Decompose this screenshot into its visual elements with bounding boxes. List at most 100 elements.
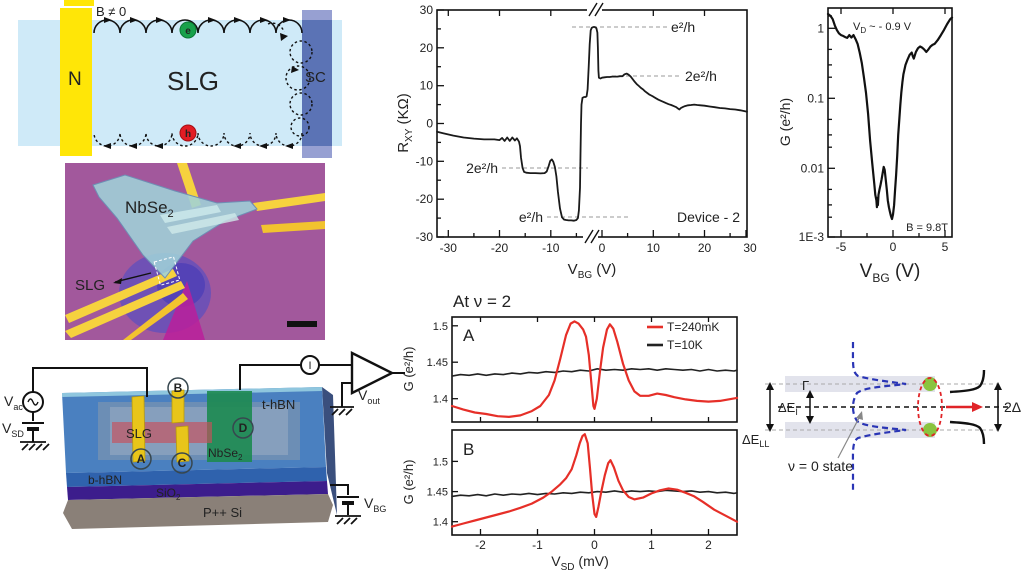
landau-level-dos-curve <box>851 341 907 492</box>
svg-text:10: 10 <box>647 241 661 255</box>
g-vbg-curve <box>826 12 954 221</box>
field-label: B ≠ 0 <box>96 4 126 19</box>
annotation-e2h-top: e²/h <box>671 19 695 35</box>
dirac-point-label: VD ~ - 0.9 V <box>853 21 912 35</box>
contact-d-label: D <box>239 421 248 435</box>
g-vbg-x-ticks <box>840 8 946 237</box>
svg-text:-20: -20 <box>491 241 509 255</box>
panel-a-y-ticks <box>452 325 458 400</box>
electron-skipping-orbits <box>93 19 303 34</box>
interaction-gap-arrowhead-down-icon <box>806 416 814 424</box>
graphene-label: SLG <box>126 426 152 441</box>
normal-metal-label: N <box>68 69 82 90</box>
normal-electrode <box>60 8 92 156</box>
ll-gap-label: ΔELL <box>742 432 769 449</box>
interaction-gap-arrowhead-up-icon <box>806 390 814 398</box>
g-vbg-x-tick-labels: -5 0 5 <box>836 240 949 254</box>
svg-text:-10: -10 <box>416 154 434 168</box>
rxy-x-ticks <box>447 10 747 237</box>
electron-label: e <box>185 26 191 37</box>
svg-text:0.01: 0.01 <box>801 161 825 175</box>
svg-text:1.4: 1.4 <box>433 517 448 529</box>
vbg-label: VBG <box>364 495 386 514</box>
ll-gap-arrowhead-up-icon <box>766 382 774 390</box>
source-ground-icon <box>20 441 50 451</box>
bias-legend: T=240mK T=10K <box>647 320 719 352</box>
panel-b-10k-curve <box>451 489 738 498</box>
panel-g-vbg-chart: 1 0.1 0.01 1E-3 -5 0 5 VD ~ - 0.9 V B = … <box>777 0 1024 290</box>
svg-text:1: 1 <box>817 21 824 35</box>
state-label: ν = 0 state <box>788 458 853 474</box>
svg-text:1: 1 <box>648 538 655 552</box>
sc-dos-lower-curve <box>949 420 986 445</box>
panel-a-letter: A <box>463 326 475 345</box>
svg-text:20: 20 <box>698 241 712 255</box>
state-pointer-arrowhead-icon <box>856 411 863 420</box>
vsd-label: VSD <box>2 420 24 439</box>
pair-transfer-arrowhead-icon <box>972 402 983 412</box>
svg-text:10: 10 <box>420 79 434 93</box>
panel-optical-micrograph: NbSe2 SLG <box>65 163 325 340</box>
nbse2-label: NbSe2 <box>208 446 243 462</box>
oxide-face <box>67 481 328 500</box>
svg-text:-30: -30 <box>416 230 434 244</box>
panel-b-y-axis-label: G (e²/h) <box>401 460 416 505</box>
rxy-annotations: e²/h 2e²/h 2e²/h e²/h <box>466 19 717 225</box>
superconductor-label: SC <box>305 69 326 86</box>
broadening-label: Γ <box>802 378 809 393</box>
svg-text:30: 30 <box>420 3 434 17</box>
legend-cold-label: T=240mK <box>667 320 719 334</box>
annotation-2e2h-top: 2e²/h <box>685 68 717 84</box>
panel-dos-schematic: 2Δ Γ ΔEI ΔELL ν = 0 state <box>740 330 1024 530</box>
panel-b-240mk-curve <box>450 433 739 528</box>
svg-text:0: 0 <box>591 538 598 552</box>
svg-text:30: 30 <box>743 241 757 255</box>
vout-label: Vout <box>358 387 380 406</box>
gold-electrodes <box>65 163 325 340</box>
substrate-label: P++ Si <box>203 505 242 520</box>
top-hbn-label: t-hBN <box>262 397 295 412</box>
panel-bias-spectroscopy: At ν = 2 1.5 1.45 1.4 1.5 1.45 1.4 <box>395 283 765 577</box>
g-vbg-plot-box <box>827 7 953 238</box>
panel-a-y-tick-labels: 1.5 1.45 1.4 <box>427 321 448 406</box>
rxy-x-tick-labels: -30 -20 -10 0 10 20 30 <box>440 241 757 255</box>
svg-text:0: 0 <box>426 117 433 131</box>
device-label: Device - 2 <box>677 209 740 225</box>
svg-text:-10: -10 <box>542 241 560 255</box>
rxy-y-axis-label: RXY (KΩ) <box>395 93 415 153</box>
contact-a-label: A <box>137 452 146 466</box>
panel-a-y-axis-label: G (e²/h) <box>401 347 416 392</box>
sc-electrode <box>302 20 332 146</box>
nbse2-region <box>207 391 252 462</box>
buried-contact-stripes <box>160 205 239 234</box>
rxy-chart-svg: 30 20 10 0 -10 -20 -30 <box>395 2 757 281</box>
state-pointer-line <box>837 415 861 459</box>
amp-ground-icon <box>330 406 354 416</box>
panel-b-box <box>451 429 738 536</box>
sc-dos-upper-curve <box>949 369 986 394</box>
panel-rxy-chart: 30 20 10 0 -10 -20 -30 <box>395 0 790 290</box>
bias-chart-svg: At ν = 2 1.5 1.45 1.4 1.5 1.45 1.4 <box>401 292 739 573</box>
contact-circles <box>130 377 254 474</box>
sc-gap-arrowhead-down-icon <box>994 424 1002 432</box>
electron-orbit-arrows <box>104 17 291 23</box>
bias-x-axis-label: VSD (mV) <box>551 553 608 573</box>
sc-g ap-arrowhead-up-icon <box>994 382 1002 390</box>
contact-c-label: C <box>178 456 187 470</box>
scale-bar <box>287 321 317 327</box>
device-svg: A B C D t-hBN SLG NbSe2 b-hBN SiO2 P++ S… <box>2 351 405 529</box>
svg-text:-20: -20 <box>416 192 434 206</box>
hole-icon <box>179 124 197 142</box>
svg-text:20: 20 <box>420 41 434 55</box>
oxide-label: SiO2 <box>156 486 181 502</box>
bias-x-ticks <box>479 317 710 535</box>
svg-text:0.1: 0.1 <box>807 91 824 105</box>
vsd-battery-icon <box>22 422 44 431</box>
andreev-loops <box>267 22 313 137</box>
vac-label: Vac <box>4 393 23 412</box>
magenta-wedge <box>163 281 205 340</box>
andreev-arrows <box>280 33 299 73</box>
hole-orbit-arrows <box>103 143 293 149</box>
svg-text:1.5: 1.5 <box>433 456 448 468</box>
contact-b-label: B <box>174 381 183 395</box>
